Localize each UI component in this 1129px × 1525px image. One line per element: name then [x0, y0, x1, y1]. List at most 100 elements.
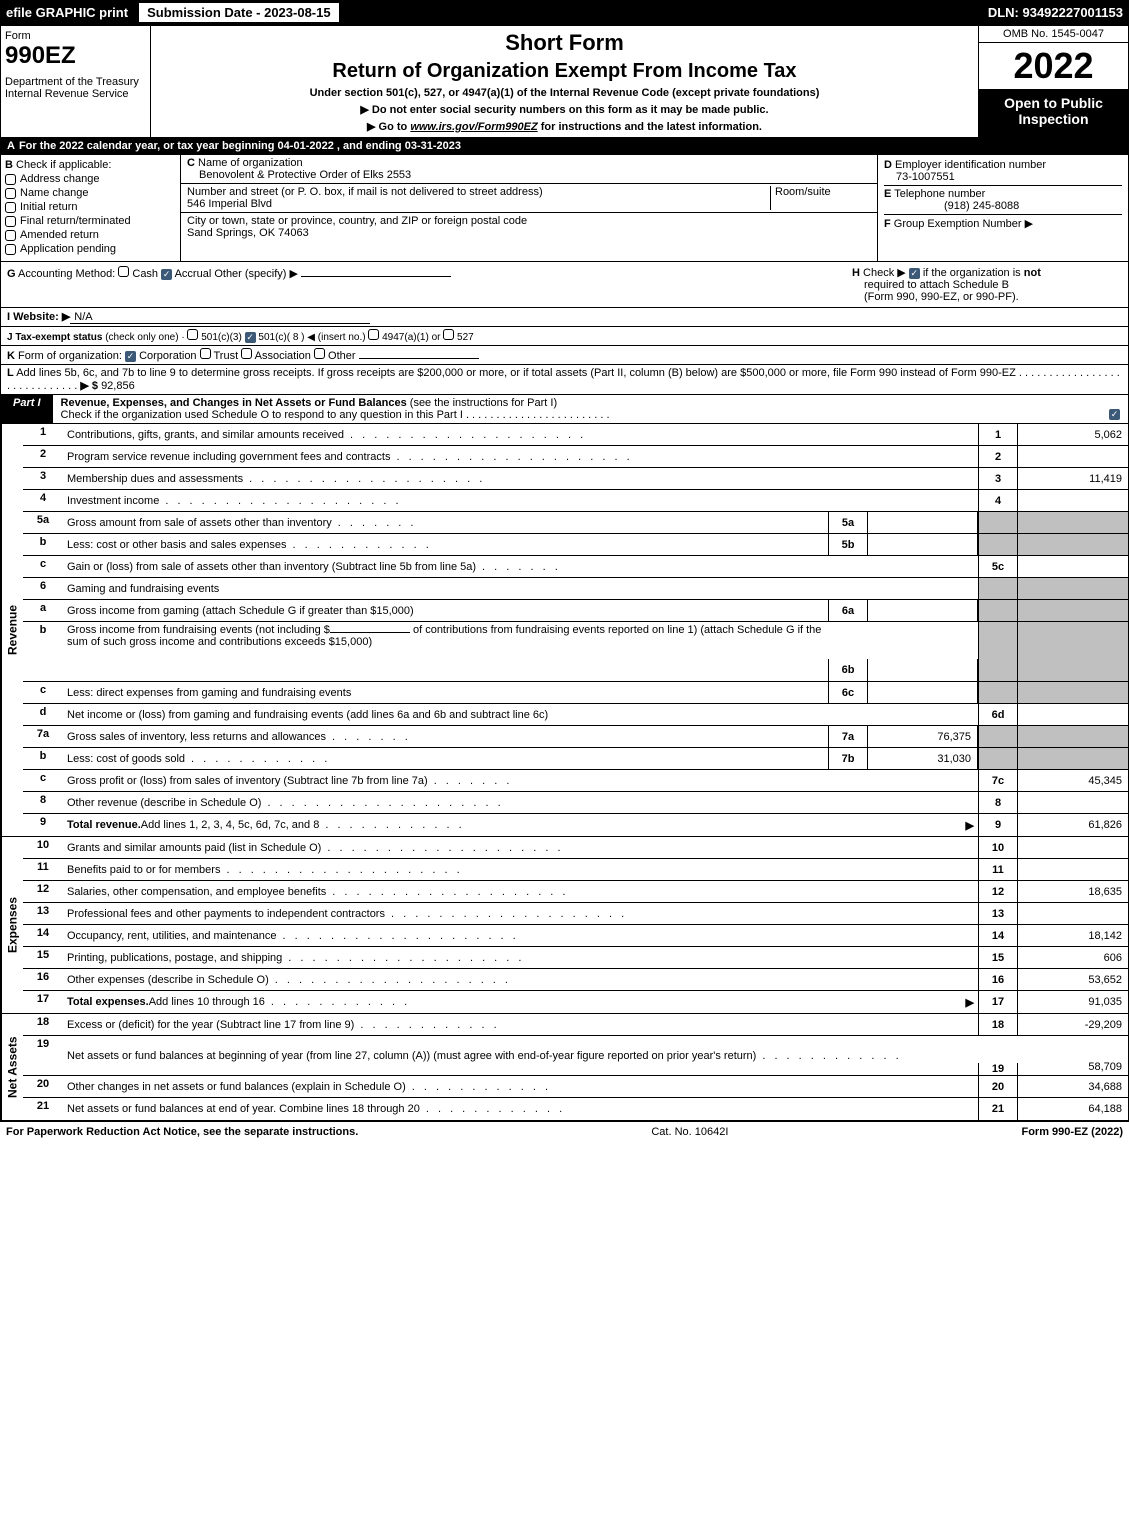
- main-title: Return of Organization Exempt From Incom…: [155, 60, 974, 83]
- line-21: 21 Net assets or fund balances at end of…: [23, 1098, 1128, 1120]
- checkbox-final-return[interactable]: Final return/terminated: [5, 215, 176, 227]
- checkbox-schedule-o[interactable]: ✓: [1109, 409, 1120, 420]
- line-3-value: 11,419: [1018, 468, 1128, 489]
- line-7c: c Gross profit or (loss) from sales of i…: [23, 770, 1128, 792]
- org-street: 546 Imperial Blvd: [187, 198, 272, 210]
- form-number: 990EZ: [5, 42, 146, 70]
- line-6d-value: [1018, 704, 1128, 725]
- checkbox-initial-return[interactable]: Initial return: [5, 201, 176, 213]
- line-13-value: [1018, 903, 1128, 924]
- room-suite-label: Room/suite: [771, 186, 871, 210]
- checkbox-schedule-b[interactable]: ✓: [909, 268, 920, 279]
- checkbox-address-change[interactable]: Address change: [5, 173, 176, 185]
- checkbox-accrual[interactable]: ✓: [161, 269, 172, 280]
- line-6b-value: [868, 659, 978, 681]
- line-6a-value: [868, 600, 978, 621]
- line-12: 12 Salaries, other compensation, and emp…: [23, 881, 1128, 903]
- gross-receipts-value: 92,856: [101, 380, 135, 392]
- line-5b-value: [868, 534, 978, 555]
- efile-label[interactable]: efile GRAPHIC print: [6, 5, 128, 20]
- checkbox-corporation[interactable]: ✓: [125, 351, 136, 362]
- line-19: 19 Net assets or fund balances at beginn…: [23, 1036, 1128, 1076]
- subtitle: Under section 501(c), 527, or 4947(a)(1)…: [155, 87, 974, 99]
- section-h: H Check ▶ ✓ if the organization is not r…: [842, 266, 1122, 303]
- open-to-public: Open to Public Inspection: [979, 89, 1128, 137]
- line-7b-value: 31,030: [868, 748, 978, 769]
- line-7c-value: 45,345: [1018, 770, 1128, 791]
- line-16: 16 Other expenses (describe in Schedule …: [23, 969, 1128, 991]
- revenue-side-label: Revenue: [1, 424, 23, 836]
- header-center: Short Form Return of Organization Exempt…: [151, 26, 978, 137]
- line-1-value: 5,062: [1018, 424, 1128, 445]
- line-a-row: AFor the 2022 calendar year, or tax year…: [0, 138, 1129, 155]
- checkbox-association[interactable]: [241, 348, 252, 359]
- website-value: N/A: [70, 311, 370, 324]
- footer-catalog: Cat. No. 10642I: [651, 1126, 728, 1138]
- line-1: 1 Contributions, gifts, grants, and simi…: [23, 424, 1128, 446]
- line-6c: c Less: direct expenses from gaming and …: [23, 682, 1128, 704]
- submission-date: Submission Date - 2023-08-15: [138, 2, 340, 23]
- line-15: 15 Printing, publications, postage, and …: [23, 947, 1128, 969]
- org-name: Benovolent & Protective Order of Elks 25…: [199, 169, 411, 181]
- section-k: K Form of organization: ✓ Corporation Tr…: [0, 346, 1129, 365]
- form-header: Form 990EZ Department of the Treasury In…: [0, 25, 1129, 138]
- expenses-side-label: Expenses: [1, 837, 23, 1013]
- line-14: 14 Occupancy, rent, utilities, and maint…: [23, 925, 1128, 947]
- line-5a-value: [868, 512, 978, 533]
- checkbox-application-pending[interactable]: Application pending: [5, 243, 176, 255]
- checkbox-cash[interactable]: [118, 266, 129, 277]
- line-15-value: 606: [1018, 947, 1128, 968]
- line-12-value: 18,635: [1018, 881, 1128, 902]
- gh-row: G Accounting Method: Cash ✓ Accrual Othe…: [0, 262, 1129, 308]
- checkbox-4947[interactable]: [368, 329, 379, 340]
- instruction-ssn: ▶ Do not enter social security numbers o…: [155, 103, 974, 116]
- instruction-link: ▶ Go to www.irs.gov/Form990EZ for instru…: [155, 120, 974, 133]
- line-7a: 7a Gross sales of inventory, less return…: [23, 726, 1128, 748]
- line-2: 2 Program service revenue including gove…: [23, 446, 1128, 468]
- checkbox-527[interactable]: [443, 329, 454, 340]
- line-6c-value: [868, 682, 978, 703]
- line-14-value: 18,142: [1018, 925, 1128, 946]
- line-4: 4 Investment income. . . . . . . . . . .…: [23, 490, 1128, 512]
- line-6d: d Net income or (loss) from gaming and f…: [23, 704, 1128, 726]
- line-4-value: [1018, 490, 1128, 511]
- expenses-section: Expenses 10 Grants and similar amounts p…: [1, 837, 1128, 1014]
- checkbox-amended-return[interactable]: Amended return: [5, 229, 176, 241]
- line-3: 3 Membership dues and assessments. . . .…: [23, 468, 1128, 490]
- line-6: 6 Gaming and fundraising events: [23, 578, 1128, 600]
- line-6a: a Gross income from gaming (attach Sched…: [23, 600, 1128, 622]
- header-right: OMB No. 1545-0047 2022 Open to Public In…: [978, 26, 1128, 137]
- line-18: 18 Excess or (deficit) for the year (Sub…: [23, 1014, 1128, 1036]
- checkbox-trust[interactable]: [200, 348, 211, 359]
- irs-link[interactable]: www.irs.gov/Form990EZ: [410, 121, 537, 133]
- line-19-value: 58,709: [1018, 1059, 1128, 1075]
- checkbox-name-change[interactable]: Name change: [5, 187, 176, 199]
- tax-year: 2022: [979, 43, 1128, 89]
- section-b: B Check if applicable: Address change Na…: [1, 155, 181, 261]
- checkbox-other-org[interactable]: [314, 348, 325, 359]
- section-c: C Name of organization Benovolent & Prot…: [181, 155, 878, 261]
- revenue-section: Revenue 1 Contributions, gifts, grants, …: [1, 424, 1128, 837]
- line-7a-value: 76,375: [868, 726, 978, 747]
- line-5a: 5a Gross amount from sale of assets othe…: [23, 512, 1128, 534]
- section-j: J Tax-exempt status (check only one) · 5…: [0, 327, 1129, 346]
- line-16-value: 53,652: [1018, 969, 1128, 990]
- line-11: 11 Benefits paid to or for members. . . …: [23, 859, 1128, 881]
- line-20: 20 Other changes in net assets or fund b…: [23, 1076, 1128, 1098]
- ein-value: 73-1007551: [896, 171, 955, 183]
- header-left: Form 990EZ Department of the Treasury In…: [1, 26, 151, 137]
- checkbox-501c3[interactable]: [187, 329, 198, 340]
- line-6b: b Gross income from fundraising events (…: [23, 622, 1128, 682]
- department-label: Department of the Treasury Internal Reve…: [5, 76, 146, 100]
- section-g: G Accounting Method: Cash ✓ Accrual Othe…: [7, 266, 842, 303]
- line-17: 17 Total expenses. Add lines 10 through …: [23, 991, 1128, 1013]
- line-a-text: For the 2022 calendar year, or tax year …: [19, 140, 461, 152]
- footer-right: Form 990-EZ (2022): [1021, 1126, 1123, 1138]
- checkbox-501c[interactable]: ✓: [245, 332, 256, 343]
- org-city: Sand Springs, OK 74063: [187, 227, 309, 239]
- line-20-value: 34,688: [1018, 1076, 1128, 1097]
- line-5c-value: [1018, 556, 1128, 577]
- line-21-value: 64,188: [1018, 1098, 1128, 1120]
- line-9: 9 Total revenue. Add lines 1, 2, 3, 4, 5…: [23, 814, 1128, 836]
- line-11-value: [1018, 859, 1128, 880]
